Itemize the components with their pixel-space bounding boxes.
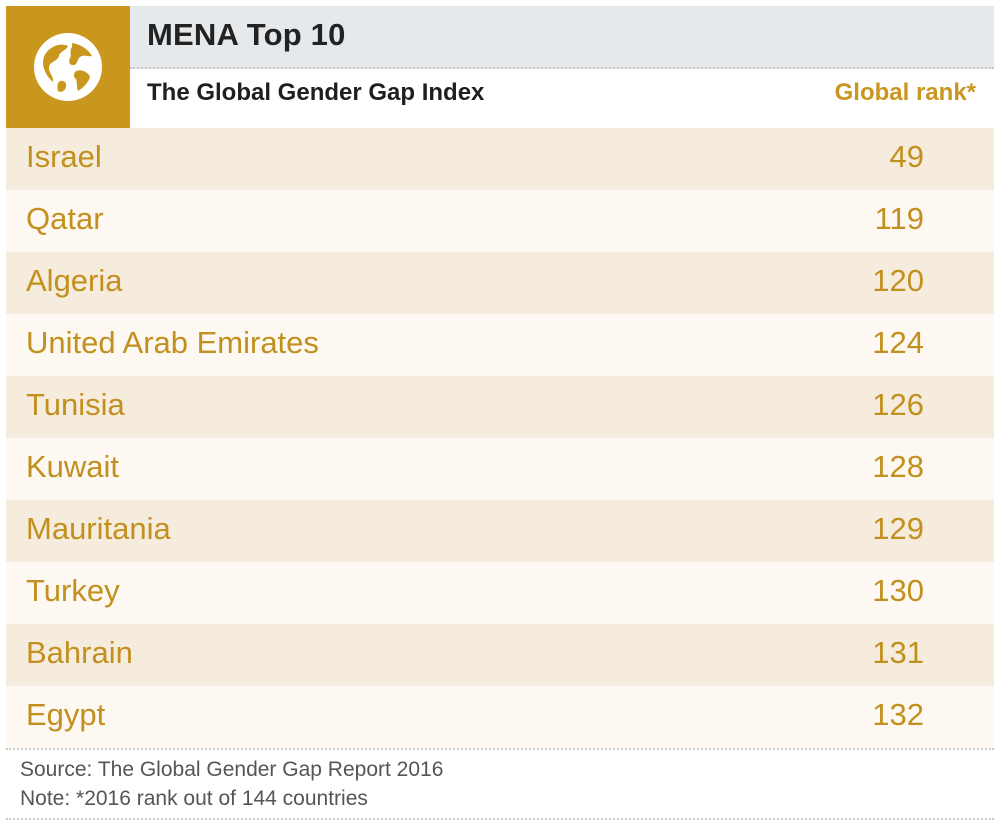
country-name: United Arab Emirates — [26, 325, 319, 360]
table-row: Mauritania 129 — [6, 500, 994, 562]
table-row: Qatar 119 — [6, 190, 994, 252]
logo-box — [6, 6, 130, 128]
global-rank-value: 131 — [872, 635, 924, 670]
table-row: Algeria 120 — [6, 252, 994, 314]
global-rank-value: 129 — [872, 511, 924, 546]
title-strip: MENA Top 10 — [130, 6, 994, 69]
global-rank-value: 130 — [872, 573, 924, 608]
global-rank-value: 126 — [872, 387, 924, 422]
country-name: Egypt — [26, 697, 106, 732]
country-name: Algeria — [26, 263, 123, 298]
chart-title: MENA Top 10 — [147, 17, 346, 52]
country-name: Qatar — [26, 201, 104, 236]
globe-icon — [34, 33, 102, 101]
global-rank-value: 49 — [889, 139, 924, 174]
global-rank-value: 128 — [872, 449, 924, 484]
global-rank-value: 120 — [872, 263, 924, 298]
table-row: Egypt 132 — [6, 686, 994, 748]
ranking-table: Israel 49 Qatar 119 Algeria 120 United Arab Em… — [6, 128, 994, 748]
rank-note: Note: *2016 rank out of 144 countries — [20, 787, 368, 810]
global-rank-value: 124 — [872, 325, 924, 360]
table-row: Bahrain 131 — [6, 624, 994, 686]
table-row: Turkey 130 — [6, 562, 994, 624]
country-name: Turkey — [26, 573, 120, 608]
table-row: Israel 49 — [6, 128, 994, 190]
footer: Source: The Global Gender Gap Report 201… — [6, 748, 994, 820]
rank-column-header: Global rank* — [834, 79, 976, 106]
country-name: Israel — [26, 139, 102, 174]
table-row: Kuwait 128 — [6, 438, 994, 500]
global-rank-value: 119 — [874, 201, 924, 236]
country-name: Tunisia — [26, 387, 125, 422]
global-rank-value: 132 — [872, 697, 924, 732]
country-name: Kuwait — [26, 449, 120, 484]
table-row: United Arab Emirates 124 — [6, 314, 994, 376]
header: MENA Top 10 The Global Gender Gap Index … — [0, 0, 1000, 128]
source-note: Source: The Global Gender Gap Report 201… — [20, 758, 444, 781]
chart-subtitle: The Global Gender Gap Index — [147, 79, 485, 106]
subtitle-strip: The Global Gender Gap Index Global rank* — [130, 69, 994, 128]
country-name: Bahrain — [26, 635, 133, 670]
country-name: Mauritania — [26, 511, 171, 546]
table-row: Tunisia 126 — [6, 376, 994, 438]
